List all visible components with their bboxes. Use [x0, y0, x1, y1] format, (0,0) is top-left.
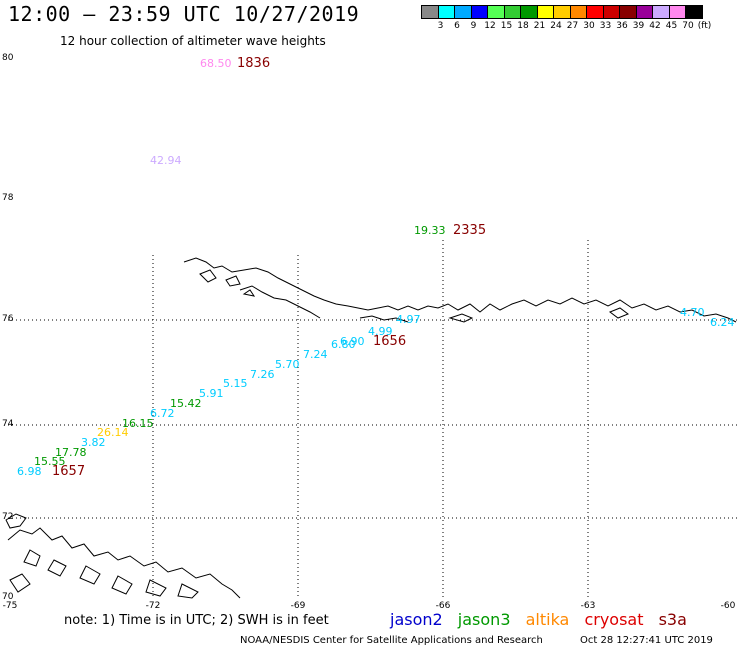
x-tick-label: -60	[720, 601, 736, 611]
graticule	[8, 240, 740, 598]
y-tick-label: 74	[2, 419, 14, 429]
credit-line: NOAA/NESDIS Center for Satellite Applica…	[240, 635, 543, 646]
wave-height-label: 6.98	[17, 465, 42, 478]
y-tick-label: 80	[2, 53, 14, 63]
generated-timestamp: Oct 28 12:27:41 UTC 2019	[580, 635, 713, 646]
greenland-coastline	[183, 257, 737, 323]
color-scale-label: 30	[583, 21, 595, 31]
baffin-coastline	[5, 513, 241, 599]
wave-height-label: 6.24	[710, 316, 735, 329]
wave-height-label: 5.15	[223, 377, 248, 390]
color-scale-labels: 3 6 9 12 15 18 21 24 27 30 33 36 39 42 45 70 (ft)	[422, 21, 740, 35]
legend-s3a: s3a	[658, 610, 687, 629]
x-tick-label: -69	[290, 601, 306, 611]
color-scale-label: 12	[484, 21, 496, 31]
color-scale-label: 6	[454, 21, 460, 31]
color-scale-label: 70	[682, 21, 694, 31]
footnote: note: 1) Time is in UTC; 2) SWH is in fe…	[64, 613, 329, 628]
color-scale-label: 18	[517, 21, 529, 31]
color-swatch	[685, 5, 703, 19]
color-scale-label: 42	[649, 21, 661, 31]
wave-height-label: 15.42	[170, 397, 202, 410]
color-scale-label: 3	[437, 21, 444, 31]
wave-height-label: 19.33	[414, 224, 446, 237]
wave-height-label: 6.90	[340, 335, 365, 348]
y-tick-label: 72	[2, 512, 14, 522]
wave-height-label: 7.26	[250, 368, 275, 381]
wave-height-label: 6.72	[150, 407, 175, 420]
satellite-legend: jason2 jason3 altika cryosat s3a	[390, 610, 697, 629]
wave-height-label: 17.78	[55, 446, 87, 459]
wave-height-label: 6.80	[331, 338, 356, 351]
y-tick-label: 78	[2, 193, 14, 203]
legend-cryosat: cryosat	[584, 610, 644, 629]
wave-height-label: 4.99	[368, 325, 393, 338]
wave-height-label: 68.50	[200, 57, 232, 70]
wave-height-label: 3.82	[81, 436, 106, 449]
wave-height-label: 15.55	[34, 455, 66, 468]
color-scale-label: (ft)	[697, 21, 712, 31]
color-scale-label: 24	[550, 21, 562, 31]
color-scale-label: 36	[616, 21, 628, 31]
legend-altika: altika	[525, 610, 570, 629]
color-scale-label: 21	[533, 21, 546, 31]
wave-height-label: 7.24	[303, 348, 328, 361]
pass-time-label: 2335	[453, 223, 487, 238]
page-title: 12:00 – 23:59 UTC 10/27/2019	[8, 2, 360, 26]
wave-height-label: 26.14	[97, 426, 129, 439]
x-tick-label: -66	[435, 601, 451, 611]
color-scale-label: 9	[470, 21, 477, 31]
wave-height-label: 5.70	[275, 358, 300, 371]
color-scale-bar	[421, 5, 703, 19]
legend-jason2: jason2	[390, 610, 443, 629]
color-scale-label: 45	[665, 21, 678, 31]
color-scale-label: 27	[566, 21, 579, 31]
pass-time-label: 1657	[52, 464, 86, 479]
color-scale-label: 39	[632, 21, 645, 31]
pass-time-label: 1656	[373, 334, 407, 349]
y-tick-label: 70	[2, 592, 14, 602]
x-tick-label: -72	[145, 601, 161, 611]
pass-time-label: 1836	[237, 56, 271, 71]
wave-height-label: 16.15	[122, 417, 154, 430]
y-tick-label: 76	[2, 314, 14, 324]
wave-height-label: 5.91	[199, 387, 224, 400]
color-scale-label: 15	[500, 21, 513, 31]
page-subtitle: 12 hour collection of altimeter wave hei…	[60, 34, 326, 48]
legend-jason3: jason3	[457, 610, 511, 629]
wave-height-label: 42.94	[150, 154, 182, 167]
wave-height-label: 4.97	[396, 313, 421, 326]
color-scale-label: 33	[599, 21, 612, 31]
x-tick-label: -63	[580, 601, 596, 611]
x-tick-label: -75	[2, 601, 18, 611]
wave-height-label: 4.70	[680, 306, 705, 319]
